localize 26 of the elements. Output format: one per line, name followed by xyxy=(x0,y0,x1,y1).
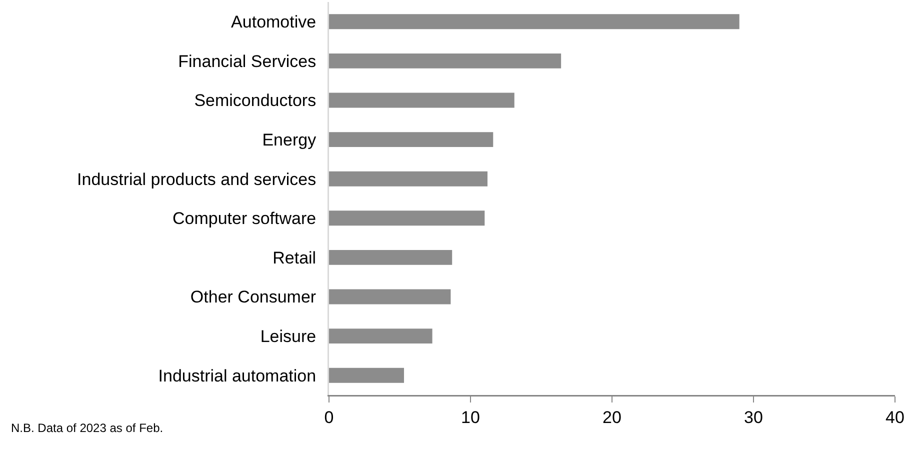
bar xyxy=(329,250,452,265)
y-tick-label: Financial Services xyxy=(178,52,316,71)
bar xyxy=(329,328,432,344)
y-tick-label: Automotive xyxy=(231,12,316,32)
bar xyxy=(329,210,485,226)
bar xyxy=(329,14,740,30)
x-tick-label: 0 xyxy=(324,408,334,427)
bar xyxy=(329,368,404,383)
y-tick-label: Other Consumer xyxy=(190,288,316,307)
y-tick-label: Leisure xyxy=(260,327,316,346)
y-tick-label: Retail xyxy=(272,248,316,268)
y-tick-label: Industrial automation xyxy=(158,366,316,386)
text: N.B. Data of 2023 as of Feb. xyxy=(11,421,164,435)
y-tick-label: Energy xyxy=(262,130,317,150)
x-tick-label: 20 xyxy=(602,408,622,427)
bar xyxy=(329,132,494,148)
x-tick-label: 40 xyxy=(886,408,904,427)
x-tick-label: 30 xyxy=(744,408,763,427)
bar xyxy=(329,171,488,186)
y-tick-label: Computer software xyxy=(172,209,316,228)
bar xyxy=(329,289,451,304)
y-tick-label: Industrial products and services xyxy=(77,170,316,189)
y-tick-label: Semiconductors xyxy=(194,91,316,110)
x-tick-label: 10 xyxy=(461,408,480,427)
bar xyxy=(329,92,514,108)
bar xyxy=(329,53,562,68)
